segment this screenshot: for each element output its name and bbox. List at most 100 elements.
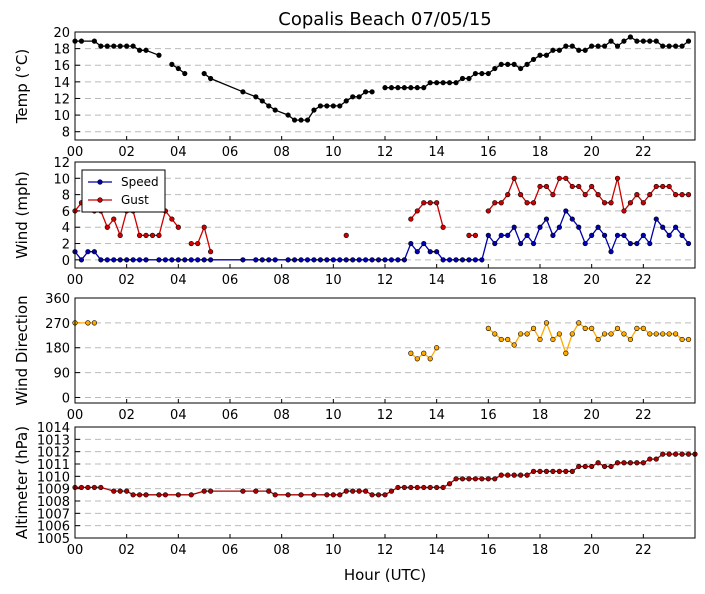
wind-data-point	[298, 257, 304, 263]
temp-data-point	[627, 34, 634, 40]
temp-data-point	[363, 89, 369, 95]
alt-data-point	[653, 456, 659, 462]
dir-series-line	[487, 321, 689, 356]
alt-data-point	[576, 463, 582, 470]
wind-y-axis-label: Wind (mph)	[13, 171, 31, 259]
alt-data-point	[679, 451, 685, 457]
wind-data-point	[582, 192, 588, 198]
temp-data-point	[175, 65, 181, 72]
dir-data-point	[427, 356, 433, 362]
wind-data-point	[414, 249, 420, 255]
wind-data-point	[550, 192, 556, 198]
temp-data-point	[272, 107, 278, 113]
wind-data-point	[640, 200, 646, 206]
temp-data-point	[505, 61, 511, 68]
temp-xtick-label: 02	[118, 145, 135, 160]
alt-data-point	[608, 463, 614, 470]
temp-data-point	[614, 43, 621, 49]
alt-xtick-label: 22	[635, 543, 652, 558]
wind-ytick-label: 4	[62, 221, 70, 236]
dir-xtick-label: 10	[325, 408, 342, 423]
alt-data-point	[382, 492, 388, 498]
temp-data-point	[685, 38, 692, 44]
wind-data-point	[569, 216, 575, 222]
dir-data-point	[524, 331, 530, 337]
alt-data-point	[511, 472, 517, 478]
alt-data-point	[188, 492, 194, 498]
wind-data-point	[85, 249, 91, 255]
wind-data-point	[363, 257, 369, 263]
dir-data-point	[685, 336, 692, 343]
dir-data-point	[608, 331, 614, 337]
wind-data-point	[660, 224, 666, 230]
wind-data-point	[149, 232, 156, 238]
dir-xtick-label: 14	[428, 408, 445, 423]
alt-data-point	[91, 484, 97, 491]
alt-data-point	[414, 484, 420, 491]
temp-data-point	[479, 70, 485, 77]
dir-xtick-label: 22	[635, 408, 652, 423]
dir-data-point	[634, 325, 640, 331]
wind-data-point	[195, 257, 201, 263]
alt-panel: 1005100610071008100910101011101210131014…	[13, 421, 698, 558]
alt-data-point	[621, 460, 627, 466]
temp-data-point	[201, 70, 207, 77]
wind-data-point	[537, 224, 543, 230]
dir-ytick-label: 90	[53, 367, 70, 382]
dir-ytick-label: 270	[45, 317, 70, 332]
temp-data-point	[259, 98, 265, 104]
temp-data-point	[408, 85, 414, 91]
wind-data-point	[175, 257, 181, 263]
temp-xtick-label: 04	[170, 145, 187, 160]
wind-data-point	[627, 200, 634, 206]
dir-xtick-label: 04	[170, 408, 187, 423]
temp-data-point	[298, 117, 304, 123]
wind-data-point	[589, 232, 595, 238]
temp-data-point	[78, 38, 85, 44]
temp-data-point	[421, 85, 427, 91]
wind-data-point	[640, 232, 646, 238]
alt-xtick-label: 18	[532, 543, 549, 558]
wind-data-point	[440, 224, 446, 230]
temp-ytick-label: 18	[53, 43, 70, 58]
dir-xtick-label: 12	[377, 408, 394, 423]
dir-ytick-label: 0	[62, 391, 70, 406]
wind-data-point	[614, 232, 621, 238]
wind-data-point	[259, 257, 265, 263]
dir-data-point	[582, 325, 588, 331]
wind-data-point	[466, 257, 472, 263]
alt-series-0	[72, 451, 698, 498]
temp-data-point	[666, 43, 672, 49]
alt-data-point	[627, 460, 634, 466]
wind-data-point	[356, 257, 362, 263]
wind-data-point	[608, 249, 614, 255]
temp-data-point	[511, 61, 517, 68]
dir-data-point	[537, 336, 543, 343]
temp-data-point	[466, 75, 472, 82]
temp-data-point	[492, 65, 498, 72]
temp-data-point	[111, 43, 117, 49]
wind-data-point	[556, 175, 562, 181]
temp-data-point	[117, 43, 123, 49]
wind-data-point	[156, 232, 162, 238]
alt-data-point	[685, 451, 692, 457]
dir-data-point	[569, 331, 575, 337]
temp-data-point	[350, 94, 356, 100]
dir-xtick-label: 06	[222, 408, 239, 423]
temp-data-point	[311, 107, 317, 113]
wind-series-speed	[72, 208, 692, 263]
wind-data-point	[343, 257, 349, 263]
wind-xtick-label: 20	[583, 273, 600, 288]
wind-xtick-label: 14	[428, 273, 445, 288]
temp-data-point	[208, 75, 214, 82]
wind-data-point	[201, 224, 207, 230]
alt-data-point	[673, 451, 679, 457]
wind-data-point	[673, 224, 679, 230]
alt-data-point	[421, 484, 427, 491]
wind-data-point	[608, 200, 614, 206]
temp-data-point	[595, 43, 601, 49]
alt-xtick-label: 02	[118, 543, 135, 558]
wind-data-point	[143, 257, 149, 263]
wind-data-point	[453, 257, 459, 263]
wind-xtick-label: 02	[118, 273, 135, 288]
